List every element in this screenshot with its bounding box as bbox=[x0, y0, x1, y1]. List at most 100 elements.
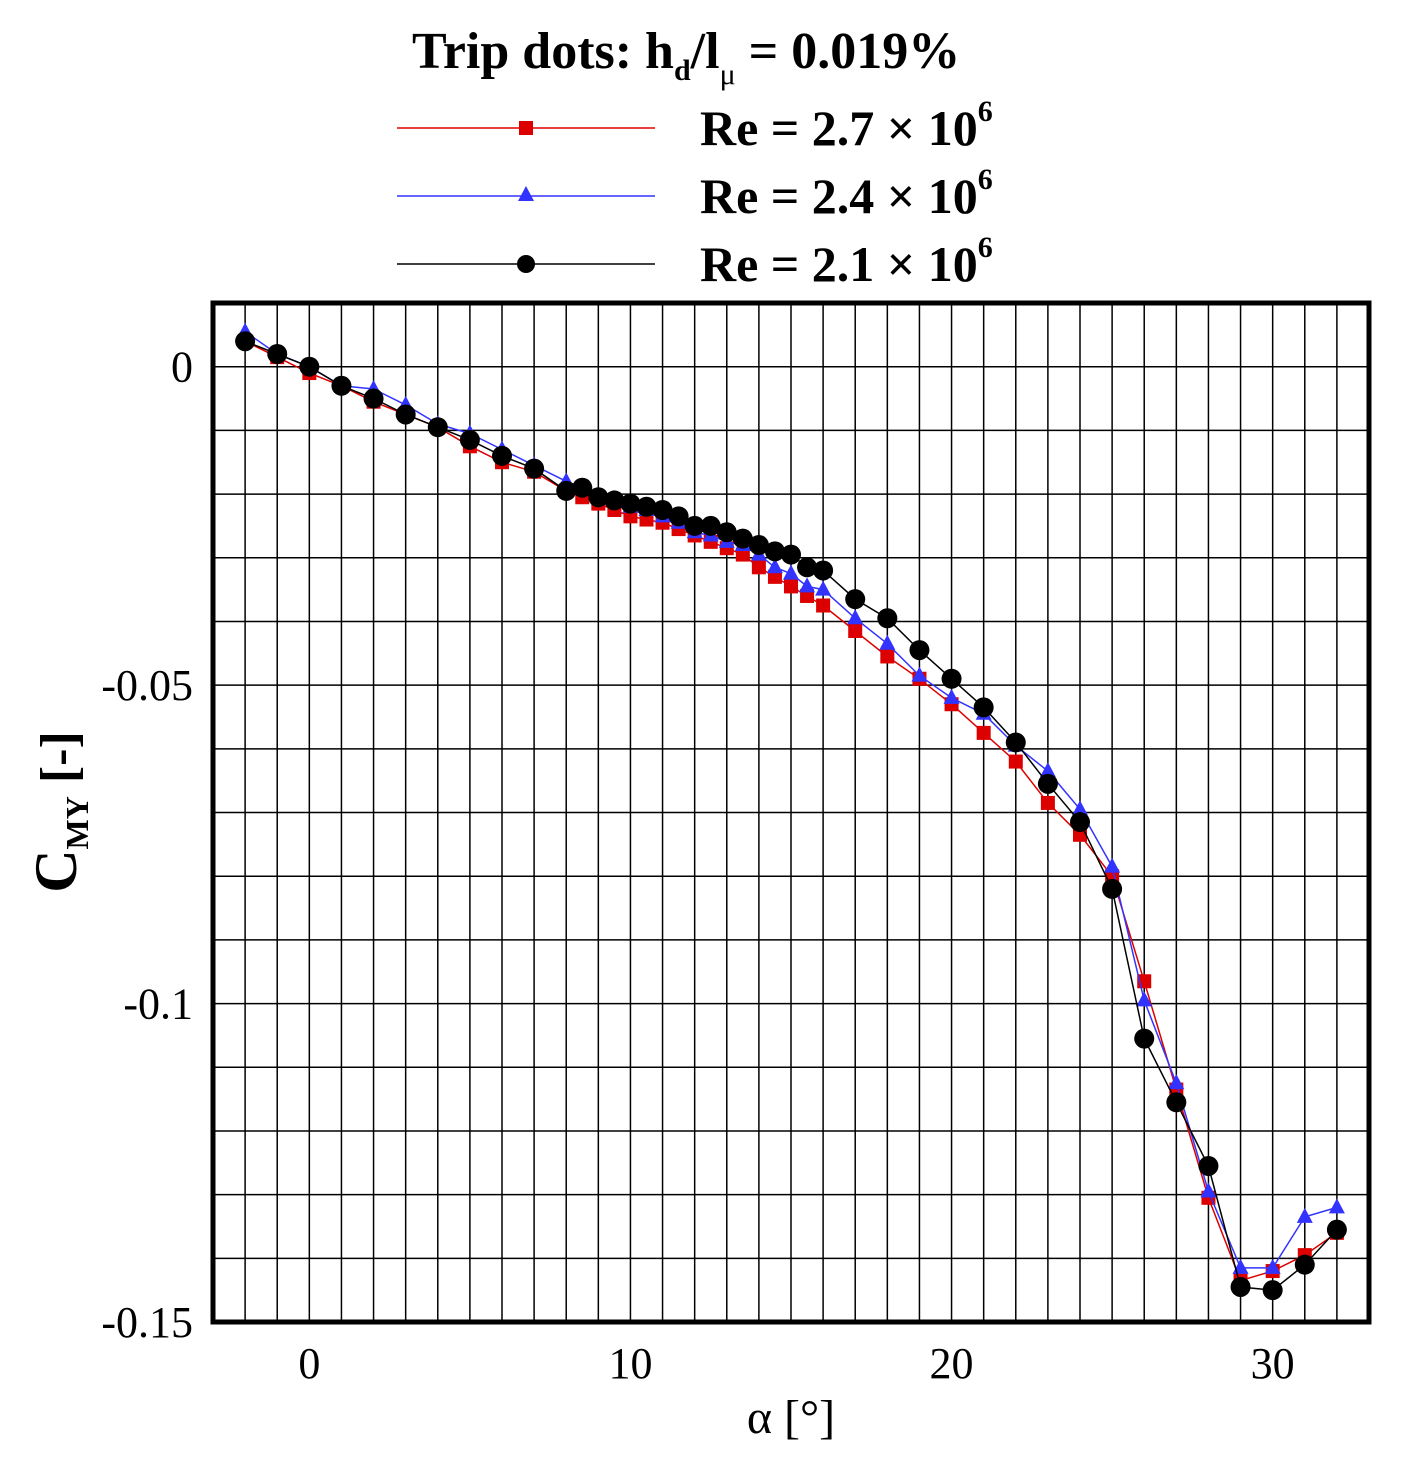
data-point bbox=[880, 649, 895, 664]
data-point bbox=[363, 388, 384, 409]
legend-entry-0: Re = 2.7 × 106 bbox=[397, 95, 993, 156]
series-2 bbox=[235, 331, 1347, 1301]
x-tick-label: 10 bbox=[608, 1339, 652, 1388]
y-tick-label: -0.15 bbox=[101, 1298, 193, 1347]
legend-label-2: Re = 2.1 × 106 bbox=[700, 231, 993, 292]
data-point bbox=[748, 535, 769, 556]
legend-marker-2 bbox=[517, 255, 535, 273]
tick-labels: 0 10 20 30 0 -0.05 -0.1 -0.15 bbox=[101, 343, 1294, 1388]
legend-title-suffix: = 0.019% bbox=[736, 23, 961, 80]
data-point bbox=[976, 725, 991, 740]
plot-frame bbox=[210, 300, 1372, 1325]
data-point bbox=[395, 404, 416, 425]
data-point bbox=[797, 557, 818, 578]
data-point bbox=[652, 499, 673, 520]
legend-title: Trip dots: hd/lμ = 0.019% bbox=[412, 23, 960, 91]
data-point bbox=[331, 375, 352, 396]
data-point bbox=[1198, 1155, 1219, 1176]
data-point bbox=[492, 445, 512, 466]
data-point bbox=[556, 480, 577, 501]
legend: Trip dots: hd/lμ = 0.019% Re = 2.7 × 106… bbox=[397, 23, 993, 292]
data-point bbox=[735, 547, 750, 562]
data-point bbox=[816, 598, 831, 613]
legend-label-0: Re = 2.7 × 106 bbox=[700, 95, 993, 156]
data-point bbox=[1005, 732, 1026, 753]
data-point bbox=[1072, 800, 1088, 816]
y-tick-label: -0.05 bbox=[101, 661, 193, 710]
data-point bbox=[751, 560, 766, 575]
data-point bbox=[1166, 1092, 1187, 1113]
data-point bbox=[911, 666, 928, 682]
legend-entry-1: Re = 2.4 × 106 bbox=[397, 163, 993, 224]
legend-label-1-prefix: Re = 2.4 × 10 bbox=[700, 168, 978, 224]
legend-label-1: Re = 2.4 × 106 bbox=[700, 163, 993, 224]
data-point bbox=[1264, 1258, 1281, 1274]
y-axis-title-main: C bbox=[23, 849, 89, 892]
data-point bbox=[235, 331, 256, 352]
data-point bbox=[1136, 991, 1153, 1007]
data-point bbox=[815, 580, 832, 596]
data-point bbox=[943, 688, 960, 704]
data-point bbox=[524, 458, 545, 479]
data-point bbox=[766, 558, 783, 574]
data-point bbox=[1008, 754, 1023, 769]
data-point bbox=[1134, 1028, 1155, 1049]
data-point bbox=[1296, 1207, 1313, 1223]
y-axis-title: CMY [-] bbox=[23, 731, 95, 893]
data-point bbox=[636, 496, 657, 517]
legend-label-2-prefix: Re = 2.1 × 10 bbox=[700, 236, 978, 292]
series-layer bbox=[235, 322, 1347, 1301]
data-point bbox=[1200, 1182, 1217, 1198]
legend-entry-2: Re = 2.1 × 106 bbox=[397, 231, 993, 292]
legend-label-0-exp: 6 bbox=[978, 95, 993, 128]
data-point bbox=[620, 493, 641, 514]
data-point bbox=[1039, 762, 1056, 778]
y-axis-title-suffix: [-] bbox=[31, 731, 88, 796]
data-point bbox=[877, 608, 898, 629]
data-point bbox=[1328, 1198, 1345, 1214]
data-point bbox=[427, 417, 448, 438]
legend-marker-0 bbox=[519, 121, 533, 135]
data-point bbox=[799, 577, 816, 593]
data-point bbox=[588, 487, 609, 508]
x-tick-label: 30 bbox=[1251, 1339, 1295, 1388]
x-axis-title: α [°] bbox=[747, 1391, 835, 1444]
legend-label-0-prefix: Re = 2.7 × 10 bbox=[700, 100, 978, 156]
x-tick-label: 20 bbox=[930, 1339, 974, 1388]
data-point bbox=[1104, 857, 1121, 873]
data-point bbox=[716, 522, 737, 543]
data-point bbox=[267, 343, 288, 364]
data-point bbox=[845, 589, 866, 610]
legend-label-1-exp: 6 bbox=[978, 163, 993, 196]
data-point bbox=[941, 668, 962, 689]
data-point bbox=[1070, 812, 1090, 833]
x-tick-label: 0 bbox=[298, 1339, 320, 1388]
grid-lines bbox=[213, 303, 1369, 1322]
data-point bbox=[668, 506, 689, 527]
data-point bbox=[1040, 795, 1055, 810]
data-point bbox=[800, 588, 815, 603]
data-point bbox=[847, 609, 864, 625]
data-point bbox=[732, 528, 753, 549]
data-point bbox=[764, 541, 785, 562]
legend-marker-1 bbox=[518, 186, 534, 201]
data-point bbox=[879, 634, 896, 650]
data-point bbox=[604, 490, 625, 511]
data-point bbox=[781, 544, 801, 565]
data-point bbox=[1230, 1276, 1251, 1297]
data-point bbox=[1037, 773, 1058, 794]
data-point bbox=[848, 623, 863, 638]
data-point bbox=[784, 579, 798, 594]
data-point bbox=[1294, 1254, 1315, 1275]
y-tick-label: -0.1 bbox=[123, 980, 193, 1029]
legend-label-2-exp: 6 bbox=[978, 231, 993, 264]
data-point bbox=[767, 569, 782, 584]
data-point bbox=[973, 697, 994, 718]
data-point bbox=[1262, 1280, 1283, 1301]
data-point bbox=[813, 560, 834, 581]
data-point bbox=[1102, 878, 1123, 899]
legend-title-sub1: d bbox=[674, 54, 691, 87]
data-point bbox=[572, 477, 593, 498]
data-point bbox=[684, 515, 705, 536]
